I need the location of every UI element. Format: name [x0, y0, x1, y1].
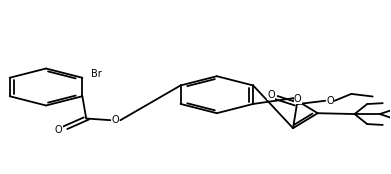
- Text: O: O: [326, 96, 334, 106]
- Text: O: O: [267, 90, 275, 100]
- Text: O: O: [111, 115, 119, 125]
- Text: O: O: [294, 94, 301, 104]
- Text: Br: Br: [91, 69, 101, 79]
- Text: O: O: [55, 125, 63, 135]
